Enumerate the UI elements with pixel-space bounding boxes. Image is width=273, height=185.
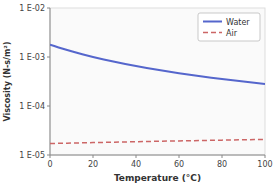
x-tick <box>136 155 137 158</box>
y-axis-line <box>50 8 51 155</box>
legend-swatch <box>203 21 222 23</box>
legend-box <box>198 13 260 41</box>
legend-label: Air <box>226 29 238 38</box>
y-tick-label: 1 E-03 <box>19 53 45 62</box>
x-tick-label: 40 <box>131 160 141 169</box>
x-tick <box>265 155 266 158</box>
x-axis-label: Temperature (°C) <box>114 173 201 183</box>
x-tick-label: 0 <box>47 160 52 169</box>
plot-area <box>50 8 265 155</box>
y-tick <box>47 106 50 107</box>
x-tick-label: 60 <box>174 160 184 169</box>
legend-label: Water <box>226 18 250 27</box>
x-tick-label: 80 <box>217 160 227 169</box>
y-tick-label: 1 E-02 <box>19 4 45 13</box>
series-line <box>50 139 265 143</box>
x-tick <box>222 155 223 158</box>
y-tick-label: 1 E-05 <box>19 151 45 160</box>
y-tick <box>47 8 50 9</box>
y-axis-label: Viscosity (N-s/m²) <box>3 42 12 122</box>
legend: Water Air <box>198 13 260 41</box>
legend-swatch <box>203 32 222 34</box>
y-tick-label: 1 E-04 <box>19 102 45 111</box>
x-tick <box>93 155 94 158</box>
series-line <box>50 45 265 84</box>
x-tick-label: 100 <box>257 160 272 169</box>
y-tick <box>47 57 50 58</box>
x-axis-line <box>50 155 265 156</box>
x-tick-label: 20 <box>88 160 98 169</box>
chart: 1 E-05 1 E-04 1 E-03 1 E-02 0 20 40 60 80 100 Temp… <box>0 0 273 185</box>
x-tick <box>50 155 51 158</box>
series-group <box>50 45 265 144</box>
x-tick <box>179 155 180 158</box>
